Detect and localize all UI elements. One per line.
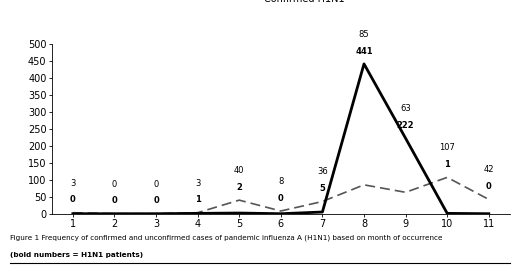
Text: 36: 36 — [317, 167, 328, 176]
Text: 85: 85 — [359, 30, 369, 39]
Text: 63: 63 — [400, 104, 411, 113]
Text: 0: 0 — [153, 180, 159, 189]
Text: 2: 2 — [236, 183, 242, 192]
Text: (bold numbers = H1N1 patients): (bold numbers = H1N1 patients) — [10, 252, 144, 258]
Text: 0: 0 — [153, 196, 159, 206]
Text: 40: 40 — [234, 166, 244, 175]
Text: 0: 0 — [70, 195, 76, 204]
Text: 42: 42 — [484, 165, 494, 175]
Text: 0: 0 — [278, 194, 284, 203]
Text: 5: 5 — [319, 184, 326, 193]
Text: Figure 1 Frequency of confirmed and unconfirmed cases of pandemic influenza A (H: Figure 1 Frequency of confirmed and unco… — [10, 235, 443, 241]
Legend: Unconfirmed, Confirmed H1N1: Unconfirmed, Confirmed H1N1 — [213, 0, 348, 8]
Text: 0: 0 — [111, 196, 118, 206]
Text: 1: 1 — [194, 195, 201, 204]
Text: 0: 0 — [112, 180, 117, 189]
Text: 3: 3 — [70, 179, 75, 188]
Text: 222: 222 — [397, 121, 414, 130]
Text: 441: 441 — [355, 47, 373, 56]
Text: 1: 1 — [444, 160, 450, 169]
Text: 8: 8 — [278, 177, 283, 186]
Text: 3: 3 — [195, 179, 200, 188]
Text: 0: 0 — [486, 182, 492, 191]
Text: 107: 107 — [439, 143, 455, 152]
